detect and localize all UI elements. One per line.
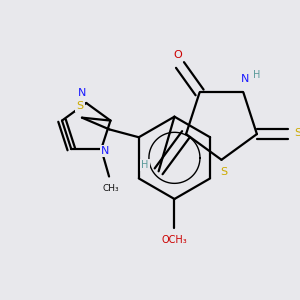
Text: O: O — [174, 50, 182, 60]
Text: OCH₃: OCH₃ — [162, 235, 187, 245]
Text: N: N — [78, 88, 86, 98]
Text: S: S — [76, 101, 84, 111]
Text: S: S — [295, 128, 300, 138]
Text: H: H — [141, 160, 148, 170]
Text: N: N — [101, 146, 109, 156]
Text: S: S — [220, 167, 227, 177]
Text: N: N — [241, 74, 250, 84]
Text: H: H — [254, 70, 261, 80]
Text: CH₃: CH₃ — [103, 184, 119, 193]
